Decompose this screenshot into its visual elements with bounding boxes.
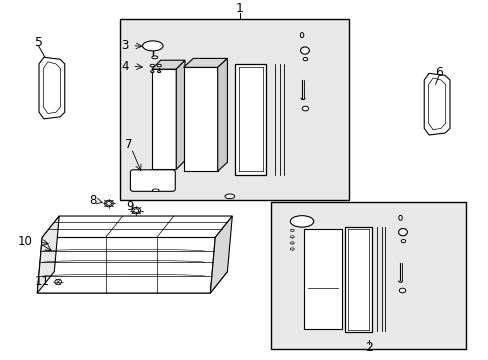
Ellipse shape bbox=[398, 229, 407, 236]
Polygon shape bbox=[37, 271, 227, 293]
Text: 8: 8 bbox=[89, 194, 96, 207]
Polygon shape bbox=[152, 60, 184, 69]
Text: 7: 7 bbox=[125, 138, 132, 151]
Text: 6: 6 bbox=[434, 66, 442, 79]
Ellipse shape bbox=[106, 202, 111, 205]
Ellipse shape bbox=[300, 47, 309, 54]
Ellipse shape bbox=[224, 194, 234, 199]
Ellipse shape bbox=[55, 279, 61, 284]
Polygon shape bbox=[234, 64, 266, 175]
Polygon shape bbox=[210, 216, 232, 293]
FancyBboxPatch shape bbox=[130, 170, 175, 191]
Ellipse shape bbox=[104, 200, 113, 207]
Ellipse shape bbox=[132, 207, 141, 214]
Ellipse shape bbox=[157, 64, 161, 67]
Ellipse shape bbox=[152, 56, 158, 59]
Ellipse shape bbox=[290, 229, 294, 231]
Polygon shape bbox=[183, 58, 227, 67]
Ellipse shape bbox=[399, 288, 405, 293]
Ellipse shape bbox=[157, 71, 161, 73]
Bar bbox=[271, 202, 466, 348]
Ellipse shape bbox=[398, 215, 402, 220]
Ellipse shape bbox=[142, 41, 163, 51]
Ellipse shape bbox=[302, 106, 308, 111]
Text: 5: 5 bbox=[35, 36, 42, 49]
Polygon shape bbox=[424, 73, 449, 135]
Text: 11: 11 bbox=[34, 275, 49, 288]
Polygon shape bbox=[183, 67, 217, 171]
Polygon shape bbox=[39, 57, 64, 119]
Ellipse shape bbox=[290, 236, 294, 238]
Polygon shape bbox=[42, 216, 232, 238]
Text: 2: 2 bbox=[364, 341, 372, 354]
Bar bbox=[120, 19, 348, 200]
Polygon shape bbox=[217, 58, 227, 171]
Text: 1: 1 bbox=[235, 3, 243, 15]
Ellipse shape bbox=[150, 64, 154, 67]
Ellipse shape bbox=[290, 242, 294, 244]
Ellipse shape bbox=[290, 216, 313, 227]
Polygon shape bbox=[344, 227, 371, 332]
Text: 4: 4 bbox=[121, 60, 128, 73]
Ellipse shape bbox=[300, 33, 303, 38]
Ellipse shape bbox=[290, 248, 294, 250]
Polygon shape bbox=[304, 229, 341, 329]
Text: 9: 9 bbox=[126, 200, 133, 213]
Text: 3: 3 bbox=[121, 39, 128, 52]
Ellipse shape bbox=[150, 71, 154, 73]
Polygon shape bbox=[152, 69, 176, 170]
Ellipse shape bbox=[303, 58, 307, 61]
Polygon shape bbox=[37, 216, 59, 293]
Text: 10: 10 bbox=[18, 235, 32, 248]
Ellipse shape bbox=[401, 239, 405, 243]
Polygon shape bbox=[176, 60, 184, 170]
Ellipse shape bbox=[152, 189, 159, 192]
Polygon shape bbox=[37, 238, 215, 293]
Ellipse shape bbox=[134, 209, 139, 212]
